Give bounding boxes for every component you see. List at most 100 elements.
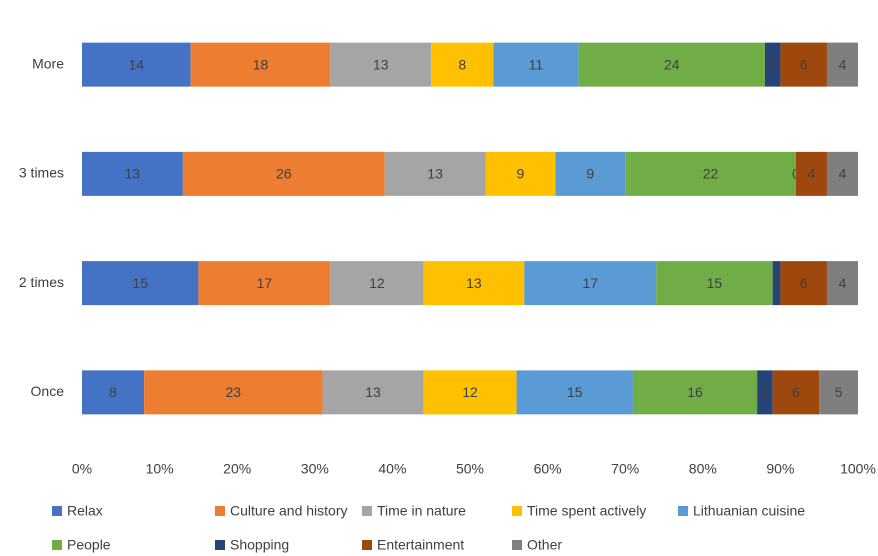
x-tick-label: 30% xyxy=(301,461,329,477)
data-label: 13 xyxy=(427,166,443,182)
x-tick-label: 80% xyxy=(689,461,717,477)
data-label: 15 xyxy=(707,275,723,291)
legend-swatch xyxy=(362,540,372,550)
bar-segment xyxy=(764,42,781,87)
legend-label: Other xyxy=(527,537,562,553)
bar-segment xyxy=(516,370,633,415)
legend-swatch xyxy=(362,506,372,516)
x-tick-label: 20% xyxy=(223,461,251,477)
bar-segment xyxy=(578,42,765,87)
data-label: 18 xyxy=(253,56,269,72)
x-tick-label: 100% xyxy=(840,461,876,477)
legend-label: Lithuanian cuisine xyxy=(693,503,805,519)
bar-segment xyxy=(780,261,827,306)
x-tick-label: 10% xyxy=(146,461,174,477)
data-label: 4 xyxy=(839,275,847,291)
bar-segment xyxy=(182,151,385,196)
bar-segment xyxy=(819,370,858,415)
y-tick-label: 2 times xyxy=(19,274,64,290)
legend-swatch xyxy=(215,540,225,550)
bar-segment xyxy=(780,42,827,87)
data-label: 13 xyxy=(365,384,381,400)
bar-segment xyxy=(190,42,331,87)
data-label: 13 xyxy=(373,56,389,72)
data-label: 16 xyxy=(687,384,703,400)
data-label: 14 xyxy=(129,56,145,72)
data-label: 12 xyxy=(462,384,478,400)
y-tick-label: Once xyxy=(31,383,65,399)
bar-segment xyxy=(82,370,145,415)
data-label: 4 xyxy=(839,166,847,182)
bar-segment xyxy=(82,151,183,196)
legend-swatch xyxy=(678,506,688,516)
x-tick-label: 90% xyxy=(766,461,794,477)
bar-segment xyxy=(384,151,486,196)
legend-label: Time in nature xyxy=(377,503,466,519)
bar-segment xyxy=(82,42,191,87)
bar-segment xyxy=(625,151,796,196)
data-label: 9 xyxy=(586,166,594,182)
bar-segment xyxy=(772,370,820,415)
bar-segment xyxy=(493,42,579,87)
legend-label: Time spent actively xyxy=(527,503,646,519)
data-label: 15 xyxy=(567,384,583,400)
y-tick-label: More xyxy=(32,55,64,71)
legend-label: People xyxy=(67,537,111,553)
data-label: 15 xyxy=(132,275,148,291)
legend-swatch xyxy=(215,506,225,516)
bar-segment xyxy=(82,261,199,306)
bar-segment xyxy=(632,370,758,415)
data-label: 2 xyxy=(761,384,769,400)
x-tick-label: 0% xyxy=(72,461,92,477)
x-tick-label: 70% xyxy=(611,461,639,477)
x-tick-label: 50% xyxy=(456,461,484,477)
data-label: 4 xyxy=(839,56,847,72)
bar-segment xyxy=(772,261,781,306)
legend-label: Culture and history xyxy=(230,503,348,519)
data-label: 17 xyxy=(257,275,273,291)
bar-segment xyxy=(330,42,432,87)
data-label: 8 xyxy=(109,384,117,400)
bar-segment xyxy=(757,370,773,415)
data-label: 13 xyxy=(125,166,141,182)
bar-segment xyxy=(826,42,858,87)
bar-segment xyxy=(198,261,331,306)
bar-segment xyxy=(330,261,424,306)
data-label: 1 xyxy=(773,275,781,291)
bar-segment xyxy=(555,151,626,196)
data-label: 9 xyxy=(517,166,525,182)
x-tick-label: 40% xyxy=(378,461,406,477)
bar-segment xyxy=(485,151,556,196)
legend-label: Relax xyxy=(67,503,103,519)
data-label: 4 xyxy=(808,166,816,182)
data-label: 23 xyxy=(226,384,242,400)
data-label: 26 xyxy=(276,166,292,182)
data-label: 6 xyxy=(792,384,800,400)
data-label: 24 xyxy=(664,56,680,72)
bar-segment xyxy=(144,370,323,415)
data-label: 6 xyxy=(800,56,808,72)
bar-segment xyxy=(524,261,657,306)
legend-swatch xyxy=(512,540,522,550)
data-label: 22 xyxy=(703,166,719,182)
bar-segment xyxy=(795,151,827,196)
y-tick-label: 3 times xyxy=(19,165,64,181)
data-label: 2 xyxy=(769,56,777,72)
bar-segment xyxy=(423,261,525,306)
legend-swatch xyxy=(52,540,62,550)
legend-label: Entertainment xyxy=(377,537,464,553)
bar-segment xyxy=(423,370,517,415)
bar-segment xyxy=(322,370,424,415)
data-label: 8 xyxy=(458,56,466,72)
data-label: 17 xyxy=(582,275,598,291)
data-label: 6 xyxy=(800,275,808,291)
data-label: 12 xyxy=(369,275,385,291)
legend-label: Shopping xyxy=(230,537,289,553)
bar-segment xyxy=(431,42,494,87)
bar-segment xyxy=(826,261,858,306)
bar-segment xyxy=(826,151,858,196)
data-label: 11 xyxy=(529,56,544,72)
bar-segment xyxy=(656,261,773,306)
legend-swatch xyxy=(52,506,62,516)
